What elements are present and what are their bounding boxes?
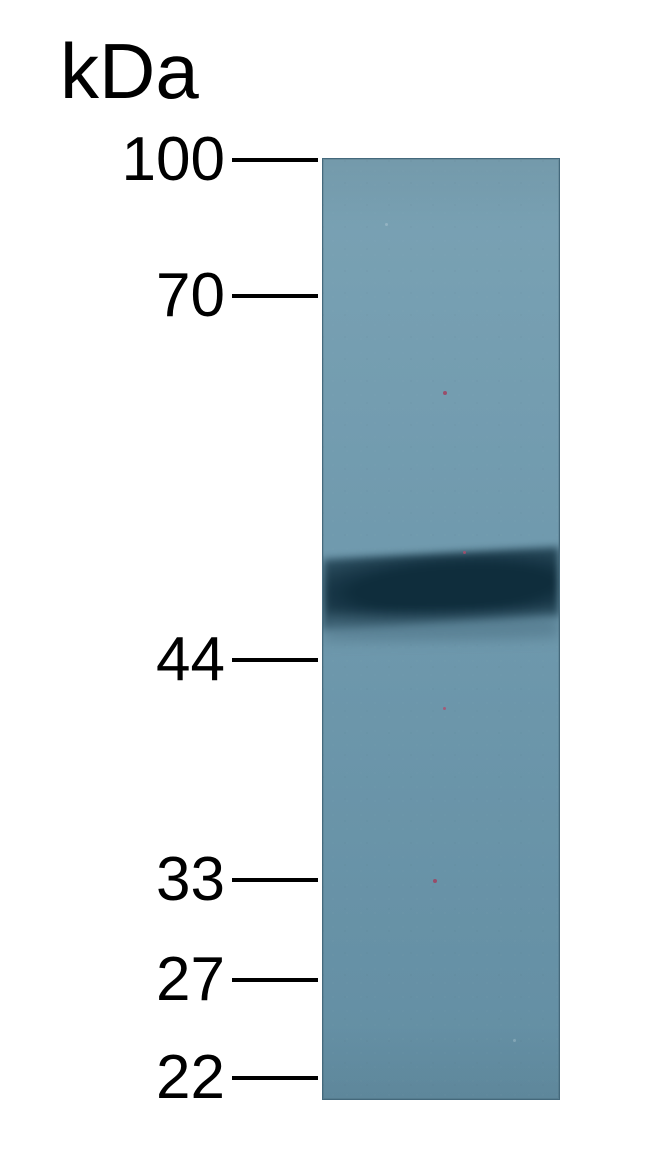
film-speck: [443, 707, 446, 710]
film-speck: [433, 879, 437, 883]
tick-line: [232, 294, 318, 298]
tick-label: 33: [0, 849, 225, 911]
tick-label: 27: [0, 949, 225, 1011]
protein-band: [323, 613, 559, 643]
film-speck: [385, 223, 388, 226]
tick-label: 100: [0, 129, 225, 191]
blot-lane: [322, 158, 560, 1100]
tick-label: 22: [0, 1047, 225, 1109]
tick-line: [232, 158, 318, 162]
tick-line: [232, 878, 318, 882]
tick-label: 44: [0, 629, 225, 691]
blot-figure: kDa 100 70 44 33 27 22: [0, 0, 650, 1156]
tick-label: 70: [0, 265, 225, 327]
axis-title: kDa: [60, 32, 199, 110]
film-speck: [513, 1039, 516, 1042]
film-speck: [443, 391, 447, 395]
tick-line: [232, 658, 318, 662]
tick-line: [232, 978, 318, 982]
film-speck: [463, 551, 466, 554]
tick-line: [232, 1076, 318, 1080]
